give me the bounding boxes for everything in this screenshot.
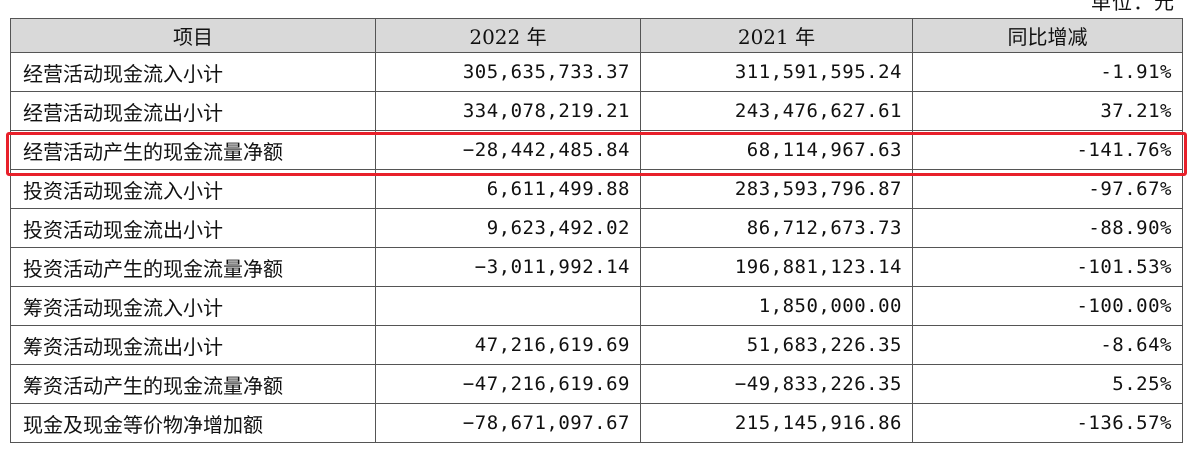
row-2022-value: −47,216,619.69 — [375, 364, 641, 404]
row-change-value: -1.91% — [912, 52, 1183, 92]
table-row: 投资活动现金流出小计 9,623,492.02 86,712,673.73 -88.9… — [10, 208, 1183, 248]
row-change-value: -97.67% — [912, 169, 1183, 209]
table-header: 项目 2022 年 2021 年 同比增减 — [10, 18, 1183, 53]
row-2022-value: 305,635,733.37 — [375, 52, 641, 92]
row-2021-value: 215,145,916.86 — [640, 403, 913, 443]
row-item-label: 筹资活动现金流出小计 — [10, 325, 376, 365]
row-change-value: -100.00% — [912, 286, 1183, 326]
row-change-value: -136.57% — [912, 403, 1183, 443]
row-2022-value: 334,078,219.21 — [375, 91, 641, 131]
row-item-label: 经营活动现金流出小计 — [10, 91, 376, 131]
row-item-label: 现金及现金等价物净增加额 — [10, 403, 376, 443]
row-2021-value: 1,850,000.00 — [640, 286, 913, 326]
row-2021-value: 283,593,796.87 — [640, 169, 913, 209]
table-body: 经营活动现金流入小计 305,635,733.37 311,591,595.24 -1… — [10, 52, 1183, 443]
row-2021-value: 196,881,123.14 — [640, 247, 913, 287]
table-row: 投资活动产生的现金流量净额 −3,011,992.14 196,881,123.14… — [10, 247, 1183, 287]
row-2022-value: 47,216,619.69 — [375, 325, 641, 365]
row-2021-value: 51,683,226.35 — [640, 325, 913, 365]
row-2022-value: 9,623,492.02 — [375, 208, 641, 248]
row-item-label: 投资活动产生的现金流量净额 — [10, 247, 376, 287]
unit-label: 单位：元 — [1091, 0, 1175, 14]
table-row: 筹资活动现金流出小计 47,216,619.69 51,683,226.35 -8.6… — [10, 325, 1183, 365]
row-2022-value: −28,442,485.84 — [375, 130, 641, 170]
header-change: 同比增减 — [912, 18, 1183, 53]
table-row: 筹资活动现金流入小计 1,850,000.00 -100.00% — [10, 286, 1183, 326]
row-2021-value: 311,591,595.24 — [640, 52, 913, 92]
header-2022: 2022 年 — [375, 18, 641, 53]
row-2021-value: 68,114,967.63 — [640, 130, 913, 170]
row-change-value: -101.53% — [912, 247, 1183, 287]
row-item-label: 筹资活动现金流入小计 — [10, 286, 376, 326]
row-2022-value — [375, 286, 641, 326]
table-row: 经营活动现金流入小计 305,635,733.37 311,591,595.24 -1… — [10, 52, 1183, 92]
row-item-label: 投资活动现金流出小计 — [10, 208, 376, 248]
row-2021-value: 86,712,673.73 — [640, 208, 913, 248]
header-item: 项目 — [10, 18, 376, 53]
table-row: 筹资活动产生的现金流量净额 −47,216,619.69 −49,833,226.3… — [10, 364, 1183, 404]
row-2022-value: −78,671,097.67 — [375, 403, 641, 443]
row-2021-value: 243,476,627.61 — [640, 91, 913, 131]
table-row: 现金及现金等价物净增加额 −78,671,097.67 215,145,916.86… — [10, 403, 1183, 443]
row-2021-value: −49,833,226.35 — [640, 364, 913, 404]
row-2022-value: −3,011,992.14 — [375, 247, 641, 287]
row-change-value: 37.21% — [912, 91, 1183, 131]
table-row: 经营活动产生的现金流量净额 −28,442,485.84 68,114,967.63… — [10, 130, 1183, 170]
row-change-value: -141.76% — [912, 130, 1183, 170]
header-2021: 2021 年 — [640, 18, 913, 53]
table-row: 经营活动现金流出小计 334,078,219.21 243,476,627.61 37… — [10, 91, 1183, 131]
table-row: 投资活动现金流入小计 6,611,499.88 283,593,796.87 -97.… — [10, 169, 1183, 209]
row-change-value: -8.64% — [912, 325, 1183, 365]
row-change-value: -88.90% — [912, 208, 1183, 248]
row-item-label: 经营活动现金流入小计 — [10, 52, 376, 92]
row-change-value: 5.25% — [912, 364, 1183, 404]
row-item-label: 筹资活动产生的现金流量净额 — [10, 364, 376, 404]
cash-flow-table: 项目 2022 年 2021 年 同比增减 经营活动现金流入小计 305,635,… — [10, 18, 1183, 443]
row-2022-value: 6,611,499.88 — [375, 169, 641, 209]
row-item-label: 经营活动产生的现金流量净额 — [10, 130, 376, 170]
row-item-label: 投资活动现金流入小计 — [10, 169, 376, 209]
